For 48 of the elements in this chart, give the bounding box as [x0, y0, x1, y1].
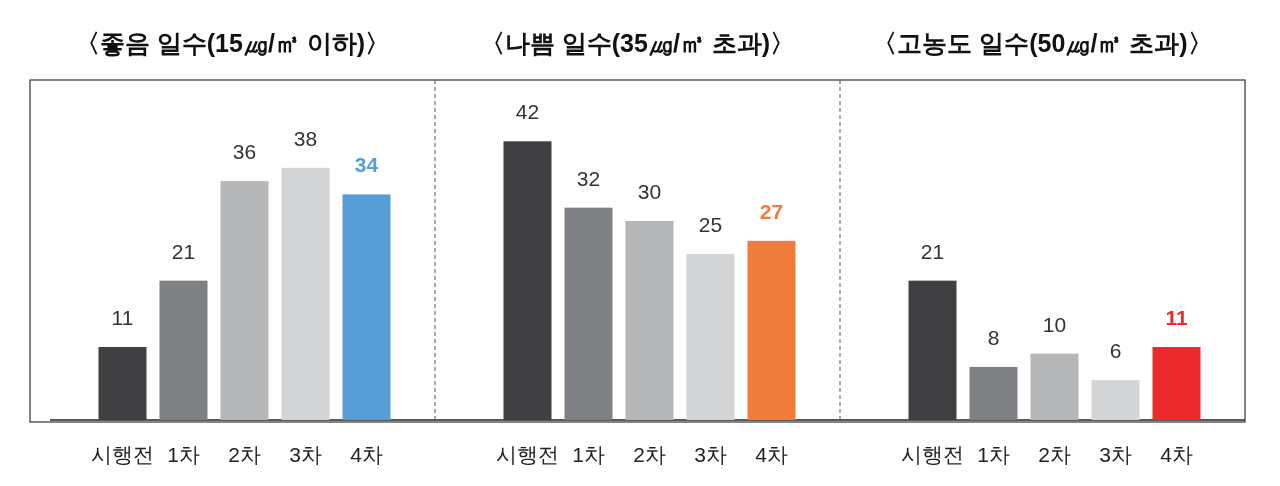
- data-label: 34: [354, 153, 379, 177]
- bar: [1030, 353, 1079, 420]
- bar: [969, 366, 1018, 420]
- bar: [625, 220, 674, 420]
- data-label: 25: [698, 213, 723, 237]
- x-tick-label: 1차: [167, 443, 200, 466]
- bar: [503, 141, 552, 420]
- data-label: 38: [293, 126, 318, 150]
- x-tick-label: 2차: [1038, 443, 1071, 466]
- x-tick-label: 시행전: [496, 443, 559, 466]
- data-label: 27: [759, 199, 784, 223]
- x-tick-label: 2차: [633, 443, 666, 466]
- bar: [159, 280, 208, 420]
- data-label: 11: [111, 306, 134, 330]
- chart-title: 〈고농도 일수(50㎍/㎥ 초과)〉: [872, 29, 1213, 57]
- bar: [342, 194, 391, 420]
- bar: [747, 240, 796, 420]
- x-tick-label: 3차: [694, 443, 727, 466]
- chart-title: 〈좋음 일수(15㎍/㎥ 이하)〉: [74, 29, 391, 57]
- x-tick-label: 시행전: [901, 443, 964, 466]
- x-tick-label: 1차: [977, 443, 1010, 466]
- x-tick-label: 4차: [350, 443, 383, 466]
- bar: [281, 167, 330, 420]
- bar: [98, 347, 147, 420]
- x-tick-label: 2차: [228, 443, 261, 466]
- data-label: 11: [1165, 306, 1188, 330]
- x-tick-label: 4차: [755, 443, 788, 466]
- data-label: 36: [232, 140, 257, 164]
- data-label: 21: [171, 239, 196, 263]
- data-label: 8: [987, 325, 1000, 349]
- x-tick-label: 3차: [1099, 443, 1132, 466]
- data-label: 10: [1042, 312, 1067, 336]
- chart-title: 〈나쁨 일수(35㎍/㎥ 초과)〉: [479, 29, 796, 57]
- x-tick-label: 시행전: [91, 443, 154, 466]
- data-label: 32: [576, 166, 601, 190]
- bar: [220, 181, 269, 420]
- x-tick-label: 1차: [572, 443, 605, 466]
- bar: [1091, 380, 1140, 420]
- bar: [908, 280, 957, 420]
- data-label: 30: [637, 179, 662, 203]
- x-tick-label: 3차: [289, 443, 322, 466]
- data-label: 21: [920, 239, 945, 263]
- data-label: 6: [1109, 339, 1122, 363]
- bar: [564, 207, 613, 420]
- bar: [1152, 347, 1201, 420]
- bar: [686, 254, 735, 420]
- x-tick-label: 4차: [1160, 443, 1193, 466]
- data-label: 42: [515, 100, 540, 124]
